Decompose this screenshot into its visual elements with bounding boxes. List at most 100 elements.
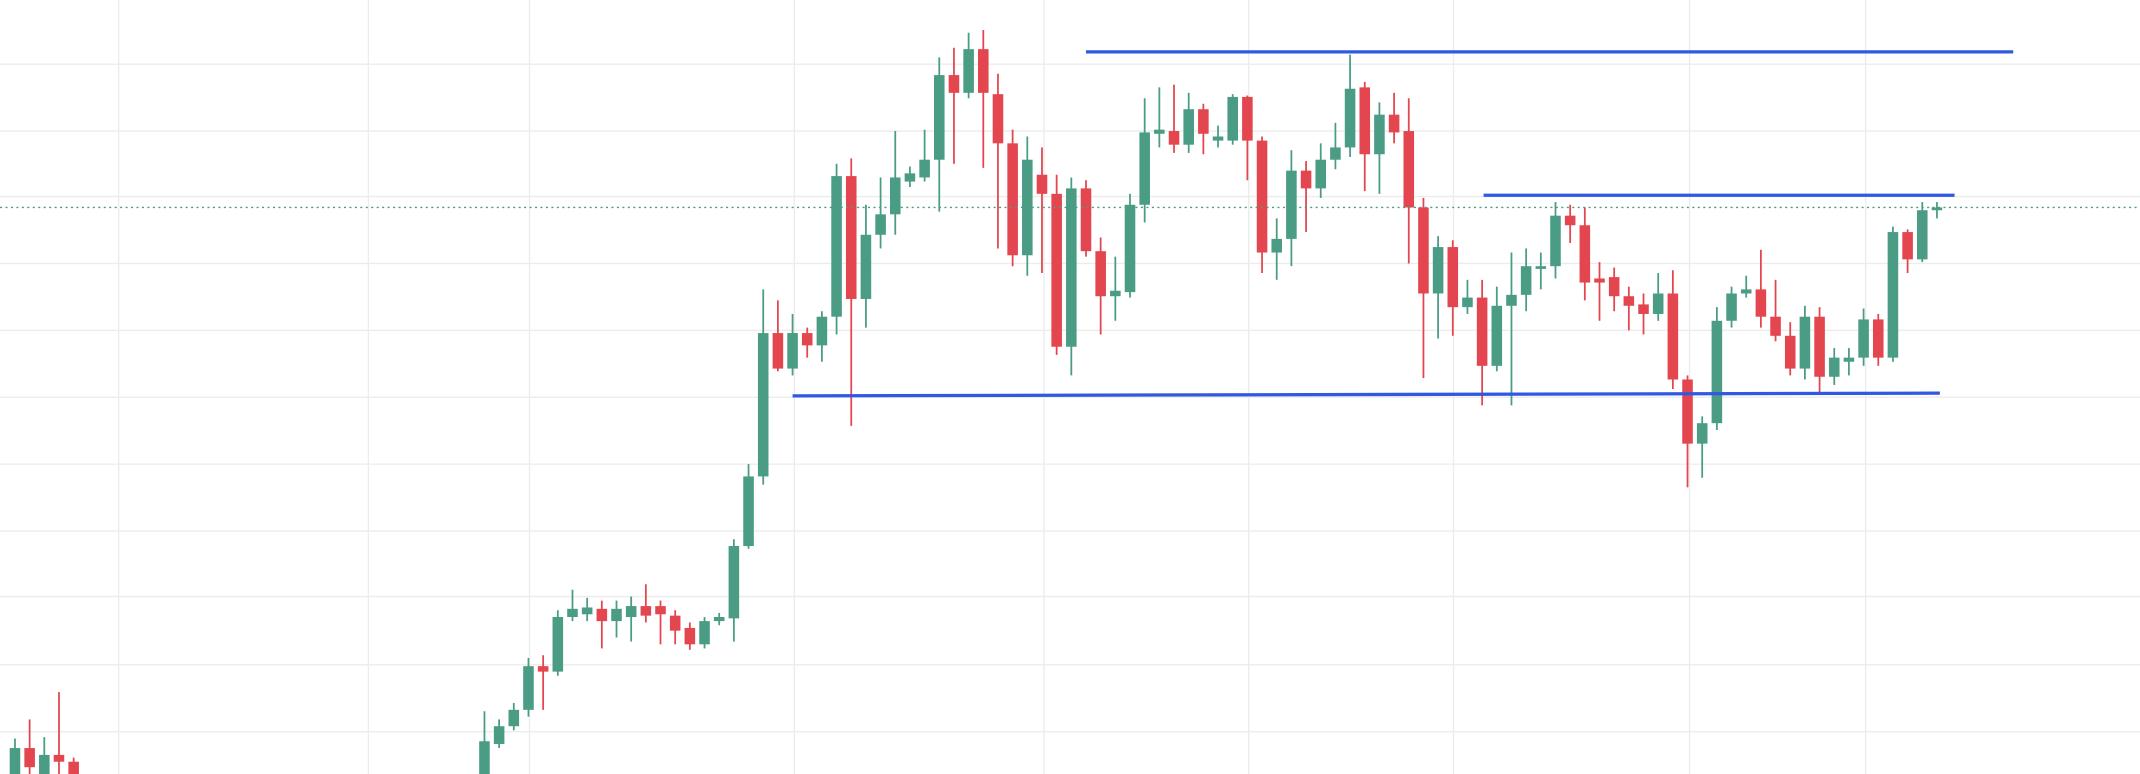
candle-body <box>611 608 622 622</box>
candle-body <box>713 617 725 622</box>
candle-body <box>1051 193 1062 347</box>
candle-body <box>889 177 901 215</box>
candle-body <box>1300 170 1312 189</box>
candle-body <box>933 75 945 160</box>
candle-body <box>1755 289 1767 317</box>
candle-body <box>523 666 534 710</box>
candle-body <box>1902 232 1913 260</box>
candle-body <box>1520 266 1532 295</box>
candle-body <box>1623 296 1635 306</box>
candle-body <box>53 754 65 762</box>
candle-body <box>845 176 857 299</box>
candle-body <box>1770 316 1781 336</box>
candle-body <box>1374 114 1385 155</box>
candle-body <box>772 333 784 369</box>
candle-body <box>567 608 578 618</box>
candle-body <box>1682 379 1693 444</box>
candle-body <box>1564 215 1576 226</box>
candle-body <box>1506 294 1517 306</box>
candle-body <box>1828 357 1840 377</box>
candle-body <box>1579 225 1591 283</box>
candle-body <box>919 159 930 178</box>
candle-body <box>1198 109 1209 134</box>
candle-body <box>1843 357 1855 362</box>
candle-body <box>1476 297 1488 366</box>
candle-body <box>1315 159 1327 189</box>
candle-body <box>860 234 872 299</box>
candle-body <box>801 333 813 346</box>
candle-body <box>655 606 666 615</box>
candle-body <box>39 754 50 774</box>
candle-body <box>1036 174 1048 194</box>
candle-body <box>948 75 960 93</box>
candle-body <box>1330 147 1341 160</box>
candle-body <box>1168 131 1180 145</box>
candle-body <box>875 214 886 235</box>
candle-body <box>1095 251 1106 297</box>
candle-body <box>1784 335 1796 369</box>
candle-body <box>479 741 490 774</box>
candle-body <box>816 316 828 346</box>
candle-body <box>1491 305 1503 366</box>
candle-body <box>1183 109 1194 145</box>
candle-body <box>596 608 608 622</box>
candle-body <box>1726 293 1737 321</box>
candle-body <box>68 761 79 774</box>
candle-body <box>1740 289 1752 294</box>
candle-body <box>1388 114 1400 133</box>
candle-body <box>1080 188 1092 252</box>
candle-body <box>1227 96 1238 141</box>
candle-body <box>1916 210 1928 260</box>
candle-body <box>1110 290 1121 297</box>
candle-body <box>552 617 564 672</box>
candle-body <box>1154 129 1165 134</box>
candle-body <box>1799 316 1811 369</box>
candle-body <box>1652 293 1664 314</box>
candle-body <box>1638 304 1649 314</box>
candle-body <box>581 607 593 615</box>
candle-body <box>1403 131 1415 208</box>
candle-body <box>1271 238 1283 253</box>
candle-body <box>1286 170 1297 239</box>
candle-body <box>1535 266 1547 269</box>
candle-body <box>1667 293 1679 380</box>
candle-body <box>1462 297 1473 308</box>
candle-body <box>743 476 754 547</box>
candle-body <box>1696 423 1708 444</box>
candle-body <box>1931 207 1943 211</box>
candle-body <box>831 176 842 317</box>
candle-body <box>1432 247 1444 294</box>
candle-body <box>1858 319 1869 358</box>
candle-body <box>1139 132 1150 205</box>
candle-body <box>537 666 549 672</box>
candle-body <box>24 748 35 768</box>
candle-body <box>9 748 21 774</box>
candle-body <box>1256 140 1268 253</box>
candle-body <box>684 627 696 645</box>
candle-body <box>1872 319 1884 358</box>
candle-body <box>1887 232 1899 358</box>
candle-body <box>1711 320 1723 424</box>
candle-body <box>508 709 520 727</box>
candle-body <box>1608 277 1620 297</box>
candle-body <box>1066 188 1077 347</box>
candle-body <box>1594 278 1605 283</box>
candle-body <box>978 49 989 93</box>
candle-body <box>1124 204 1136 293</box>
candle-body <box>640 606 652 616</box>
candle-body <box>904 173 916 182</box>
candle-body <box>669 615 681 631</box>
candle-body <box>625 606 637 618</box>
candle-body <box>728 546 740 619</box>
candle-body <box>992 94 1004 144</box>
candle-body <box>1447 247 1459 308</box>
candle-body <box>1418 207 1429 294</box>
trend-line <box>792 391 1940 398</box>
candle-body <box>699 621 710 645</box>
candle-body <box>787 333 798 369</box>
candle-body <box>1550 215 1561 267</box>
candle-body <box>757 333 769 477</box>
candle-body <box>963 49 974 93</box>
